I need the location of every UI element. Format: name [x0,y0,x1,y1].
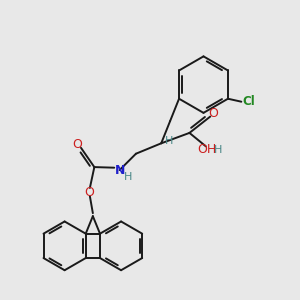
Text: O: O [208,107,218,120]
Text: H: H [124,172,133,182]
Text: N: N [114,164,125,177]
Text: H: H [165,136,174,146]
Text: O: O [84,186,94,199]
Text: OH: OH [198,143,217,156]
Text: O: O [73,138,82,151]
Text: Cl: Cl [243,95,256,108]
Text: H: H [214,145,223,155]
